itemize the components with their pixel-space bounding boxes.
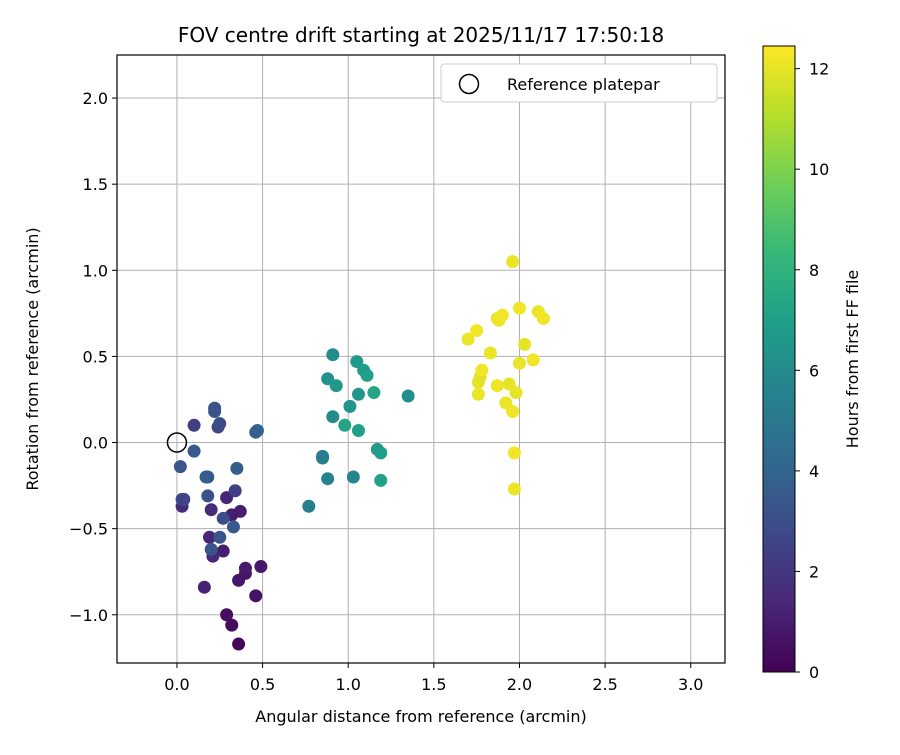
colorbar-tick-label: 10 (809, 160, 829, 179)
chart-title: FOV centre drift starting at 2025/11/17 … (178, 23, 664, 47)
data-point (512, 301, 526, 315)
colorbar-gradient (762, 45, 796, 673)
data-point (228, 484, 242, 498)
colorbar-tick-label: 2 (809, 562, 819, 581)
colorbar-tick-label: 12 (809, 60, 829, 79)
data-point (518, 337, 532, 351)
data-point (302, 499, 316, 513)
data-point (475, 363, 489, 377)
data-point (526, 353, 540, 367)
data-point (208, 401, 222, 415)
legend-marker-open-circle (458, 73, 480, 95)
x-axis-ticks: 0.0 0.5 1.0 1.5 2.0 2.5 3.0 (164, 663, 703, 694)
data-point (213, 530, 227, 544)
data-point (232, 637, 246, 651)
data-point (187, 418, 201, 432)
data-point (367, 386, 381, 400)
data-points (173, 255, 550, 651)
data-point (254, 560, 268, 574)
x-axis-label: Angular distance from reference (arcmin) (255, 707, 586, 726)
plot-frame (116, 54, 726, 664)
data-point (230, 461, 244, 475)
data-point (490, 379, 504, 393)
data-point (506, 405, 520, 419)
data-point (351, 387, 365, 401)
grid (117, 55, 725, 663)
data-point (225, 618, 239, 632)
x-tick-label: 0.0 (164, 675, 189, 694)
y-axis-label: Rotation from reference (arcmin) (23, 227, 42, 490)
data-point (187, 444, 201, 458)
data-point (401, 389, 415, 403)
legend-box (440, 63, 718, 103)
colorbar-ticks: 0 2 4 6 8 10 12 (795, 60, 829, 682)
data-point (326, 348, 340, 362)
data-point (316, 451, 330, 465)
data-point (346, 470, 360, 484)
data-point (506, 255, 520, 269)
data-point (470, 324, 484, 338)
x-tick-label: 2.0 (507, 675, 532, 694)
data-point (238, 561, 252, 575)
data-point (197, 580, 211, 594)
data-point (507, 482, 521, 496)
data-point (204, 542, 218, 556)
y-tick-label: 1.5 (83, 175, 108, 194)
data-point (461, 332, 475, 346)
data-point (226, 520, 240, 534)
x-tick-label: 3.0 (678, 675, 703, 694)
data-point (338, 418, 352, 432)
colorbar: 0 2 4 6 8 10 12 Hours from first FF file (762, 45, 862, 682)
data-point (204, 503, 218, 517)
data-point (220, 608, 234, 622)
data-point (374, 446, 388, 460)
colorbar-tick-label: 8 (809, 261, 819, 280)
colorbar-tick-label: 4 (809, 462, 819, 481)
data-point (201, 489, 215, 503)
data-point (507, 446, 521, 460)
colorbar-tick-label: 6 (809, 361, 819, 380)
x-tick-label: 2.5 (592, 675, 617, 694)
data-point (216, 511, 230, 525)
data-point (173, 460, 187, 474)
data-point (483, 346, 497, 360)
data-point (360, 368, 374, 382)
legend-label: Reference platepar (507, 75, 660, 94)
data-point (216, 544, 230, 558)
data-point (250, 423, 264, 437)
data-point (536, 312, 550, 326)
colorbar-label: Hours from first FF file (843, 270, 862, 449)
reference-platepar-marker (166, 432, 188, 453)
x-tick-label: 1.0 (335, 675, 360, 694)
y-tick-label: −0.5 (69, 520, 108, 539)
colorbar-tick-label: 0 (809, 663, 819, 682)
y-tick-label: −1.0 (69, 606, 108, 625)
x-tick-label: 0.5 (250, 675, 275, 694)
y-axis-ticks: −1.0 −0.5 0.0 0.5 1.0 1.5 2.0 (69, 89, 117, 625)
data-point (326, 410, 340, 424)
y-tick-label: 1.0 (83, 261, 108, 280)
data-point (351, 423, 365, 437)
legend: Reference platepar (440, 63, 718, 103)
data-point (329, 379, 343, 393)
x-tick-label: 1.5 (421, 675, 446, 694)
data-point (213, 417, 227, 431)
data-point (321, 472, 335, 486)
data-point (495, 308, 509, 322)
data-point (512, 356, 526, 370)
y-tick-label: 0.5 (83, 347, 108, 366)
y-tick-label: 0.0 (83, 434, 108, 453)
data-point (509, 386, 523, 400)
data-point (249, 589, 263, 603)
data-point (374, 473, 388, 487)
data-point (202, 530, 216, 544)
data-point (343, 399, 357, 413)
data-point (471, 387, 485, 401)
data-point (177, 492, 191, 506)
y-tick-label: 2.0 (83, 89, 108, 108)
data-point (199, 470, 213, 484)
